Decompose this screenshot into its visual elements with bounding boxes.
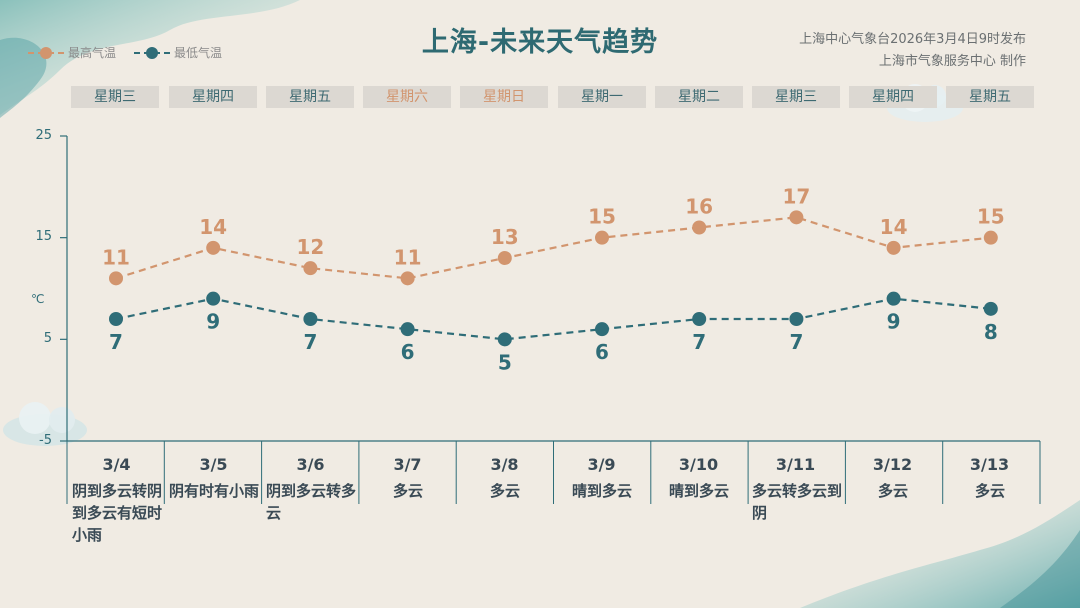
y-tick-label: 25 <box>35 128 52 143</box>
weather-description: 晴到多云 <box>668 482 729 500</box>
date-label: 3/12 <box>872 455 913 474</box>
weekday-label: 星期三 <box>71 86 159 108</box>
top-left-cloud-decoration <box>0 0 300 118</box>
low-temp-point <box>400 322 415 337</box>
high-temp-label: 13 <box>491 225 519 249</box>
high-temp-point <box>400 271 415 286</box>
high-temp-label: 15 <box>977 205 1005 229</box>
weekday-label: 星期一 <box>558 86 646 108</box>
weather-description: 多云转多云到阴 <box>752 482 843 522</box>
chart-legend: 最高气温 最低气温 <box>28 44 240 61</box>
weekday-label: 星期四 <box>849 86 937 108</box>
date-label: 3/7 <box>393 455 422 474</box>
publish-info: 上海中心气象台2026年3月4日9时发布 <box>799 32 1026 47</box>
weekday-label: 星期五 <box>266 86 354 108</box>
weekday-label: 星期三 <box>752 86 840 108</box>
bottom-left-cloud-decoration <box>3 402 87 446</box>
low-temp-label: 6 <box>595 340 609 364</box>
low-temp-point <box>983 301 998 316</box>
high-temp-label: 11 <box>394 245 422 269</box>
weekday-label: 星期五 <box>946 86 1034 108</box>
low-temp-label: 7 <box>303 330 317 354</box>
weather-description: 阴到多云转阴到多云有短时小雨 <box>72 482 163 544</box>
weather-description: 多云 <box>974 482 1005 500</box>
low-temp-label: 7 <box>789 330 803 354</box>
low-temp-point <box>692 312 707 326</box>
high-temp-point <box>886 240 901 255</box>
weather-description: 阴到多云转多云 <box>266 482 357 522</box>
high-temp-label: 14 <box>880 215 908 239</box>
low-temp-label: 7 <box>692 330 706 354</box>
weather-description: 阴有时有小雨 <box>169 482 260 500</box>
low-temp-label: 9 <box>206 310 220 334</box>
low-temp-point <box>497 332 512 347</box>
date-label: 3/10 <box>678 455 719 474</box>
low-temp-label: 7 <box>109 330 123 354</box>
y-tick-label: 5 <box>43 331 52 346</box>
high-temp-label: 12 <box>296 235 324 259</box>
low-temp-label: 5 <box>498 350 512 374</box>
low-temp-point <box>206 291 221 306</box>
date-label: 3/4 <box>102 455 131 474</box>
legend-item-low: 最低气温 <box>134 44 222 61</box>
low-temp-point <box>303 312 318 326</box>
low-temp-line <box>115 297 991 341</box>
weather-description: 晴到多云 <box>571 482 632 500</box>
date-label: 3/13 <box>969 455 1010 474</box>
y-tick-label: 15 <box>35 229 52 244</box>
high-temp-label: 15 <box>588 205 616 229</box>
high-temp-point <box>109 271 123 286</box>
weather-description: 多云 <box>877 482 908 500</box>
high-temp-point <box>692 220 707 235</box>
high-temp-point <box>595 230 609 245</box>
legend-high-marker <box>28 46 64 59</box>
low-temp-point <box>789 312 804 326</box>
high-temp-point <box>983 230 998 245</box>
bottom-right-cloud-decoration <box>800 500 1080 608</box>
high-temp-point <box>206 240 221 255</box>
source-credit: 上海中心气象台2026年3月4日9时发布 上海市气象服务中心 制作 <box>799 29 1026 73</box>
low-temp-label: 8 <box>984 320 998 344</box>
high-temp-label: 16 <box>685 195 713 219</box>
low-temp-point <box>886 291 901 306</box>
date-label: 3/11 <box>775 455 816 474</box>
high-temp-label: 11 <box>102 245 130 269</box>
weekday-label-weekend: 星期六 <box>363 86 451 108</box>
weather-description: 多云 <box>392 482 423 500</box>
weather-description: 多云 <box>489 482 520 500</box>
high-temp-point <box>303 261 318 276</box>
date-label: 3/9 <box>587 455 616 474</box>
legend-low-label: 最低气温 <box>174 46 223 60</box>
legend-item-high: 最高气温 <box>28 44 116 61</box>
low-temp-point <box>109 312 123 326</box>
low-temp-label: 6 <box>401 340 415 364</box>
high-temp-label: 17 <box>782 184 810 208</box>
low-temp-label: 9 <box>887 310 901 334</box>
date-label: 3/6 <box>296 455 325 474</box>
date-label: 3/5 <box>199 455 228 474</box>
weekday-label: 星期二 <box>655 86 743 108</box>
y-axis-unit: ℃ <box>31 292 45 306</box>
high-temp-point <box>789 210 804 225</box>
y-tick-label: -5 <box>39 433 52 448</box>
page-title: 上海-未来天气趋势 <box>421 27 659 58</box>
high-temp-label: 14 <box>199 215 227 239</box>
low-temp-point <box>595 322 609 337</box>
high-temp-point <box>497 251 512 265</box>
legend-high-label: 最高气温 <box>68 46 117 60</box>
high-temp-line <box>115 216 991 280</box>
producer-info: 上海市气象服务中心 制作 <box>878 54 1026 69</box>
date-label: 3/8 <box>490 455 519 474</box>
legend-low-marker <box>134 46 171 59</box>
weekday-label: 星期四 <box>169 86 257 108</box>
weekday-label-weekend: 星期日 <box>460 86 548 108</box>
